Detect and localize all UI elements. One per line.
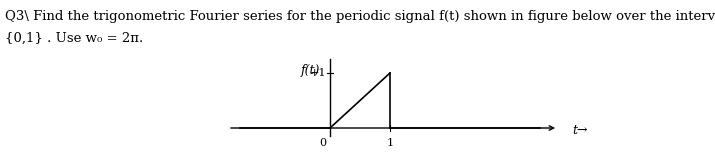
Text: 1: 1	[386, 138, 393, 148]
Text: t→: t→	[572, 124, 588, 138]
Text: 0: 0	[319, 138, 326, 148]
Text: Q3\ Find the trigonometric Fourier series for the periodic signal f(t) shown in : Q3\ Find the trigonometric Fourier serie…	[5, 10, 715, 23]
Text: {0,1} . Use w₀ = 2π.: {0,1} . Use w₀ = 2π.	[5, 32, 143, 45]
Text: f(t): f(t)	[300, 64, 320, 77]
Text: +1: +1	[310, 68, 326, 78]
